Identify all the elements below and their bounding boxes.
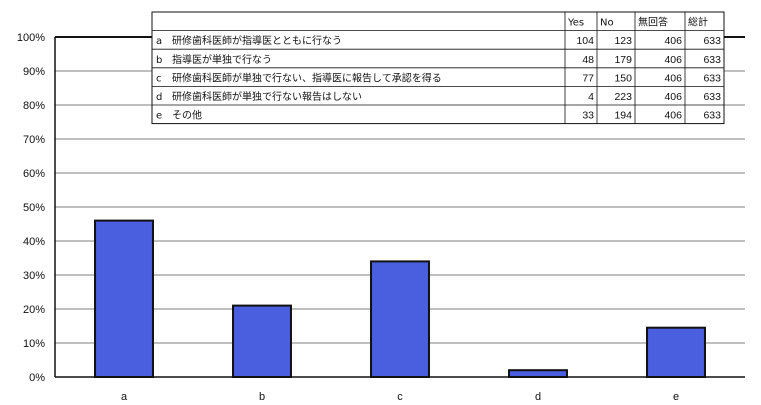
- bar-e: [646, 326, 706, 379]
- y-tick-label: 70%: [23, 134, 45, 146]
- table-value-cell: 633: [703, 110, 721, 122]
- table-header-cell: Yes: [567, 18, 584, 29]
- bar-b: [232, 304, 292, 379]
- table-value-cell: 633: [703, 35, 721, 47]
- table-value-cell: 406: [664, 54, 682, 66]
- table-value-cell: 406: [664, 72, 682, 84]
- table-value-cell: 4: [588, 91, 594, 103]
- table-value-cell: 179: [614, 54, 632, 66]
- table-value-cell: 223: [614, 91, 632, 103]
- x-tick-label: e: [673, 391, 679, 403]
- x-tick-label: d: [535, 391, 541, 403]
- table-value-cell: 194: [614, 110, 632, 122]
- y-tick-labels: 0% 10% 20% 30% 40% 50% 60% 70% 80% 90% 100%: [17, 32, 45, 384]
- table-header-cell: No: [600, 18, 614, 29]
- table-row-label: 研修歯科医師が単独で行ない報告はしない: [172, 90, 362, 103]
- table-header-cell: 無回答: [638, 16, 668, 29]
- y-tick-label: 60%: [23, 168, 45, 180]
- bar-d: [508, 369, 568, 379]
- table-value-cell: 406: [664, 91, 682, 103]
- table-header-cell: 総計: [688, 16, 708, 29]
- x-tick-label: c: [397, 391, 403, 403]
- table-row-key: d: [156, 92, 162, 103]
- y-tick-label: 40%: [23, 236, 45, 248]
- table-value-cell: 406: [664, 35, 682, 47]
- bar-c: [370, 260, 430, 378]
- table-value-cell: 150: [614, 72, 632, 84]
- table-value-cell: 104: [576, 35, 594, 47]
- table-row-label: 研修歯科医師が単独で行ない、指導医に報告して承認を得る: [172, 71, 442, 84]
- table-value-cell: 123: [614, 35, 632, 47]
- x-tick-labels: a b c d e: [121, 391, 679, 403]
- table-row-key: e: [156, 111, 162, 122]
- table-value-cell: 406: [664, 110, 682, 122]
- y-tick-label: 20%: [23, 304, 45, 316]
- table-value-cell: 633: [703, 72, 721, 84]
- y-tick-label: 90%: [23, 66, 45, 78]
- x-tick-label: a: [121, 391, 128, 403]
- y-tick-label: 0%: [29, 372, 45, 384]
- table-value-cell: 633: [703, 54, 721, 66]
- y-tick-label: 50%: [23, 202, 45, 214]
- table-value-cell: 77: [582, 72, 594, 84]
- data-table: Yes No 無回答 総計 a 研修歯科医師が指導医とともに行なう 104 123 406 633…: [151, 11, 725, 125]
- y-tick-label: 100%: [17, 32, 45, 44]
- bars: [94, 219, 706, 379]
- y-tick-label: 30%: [23, 270, 45, 282]
- bar-a: [94, 219, 154, 378]
- table-row-key: c: [156, 73, 162, 84]
- table-value-cell: 33: [582, 110, 594, 122]
- table-row-key: a: [156, 36, 162, 47]
- table-value-cell: 48: [582, 54, 594, 66]
- table-value-cell: 633: [703, 91, 721, 103]
- table-row-label: その他: [172, 109, 202, 122]
- table-row-label: 研修歯科医師が指導医とともに行なう: [172, 34, 342, 47]
- y-tick-label: 10%: [23, 338, 45, 350]
- table-row-key: b: [156, 55, 162, 66]
- table-row-label: 指導医が単独で行なう: [172, 53, 272, 66]
- y-tick-label: 80%: [23, 100, 45, 112]
- x-tick-label: b: [259, 391, 265, 403]
